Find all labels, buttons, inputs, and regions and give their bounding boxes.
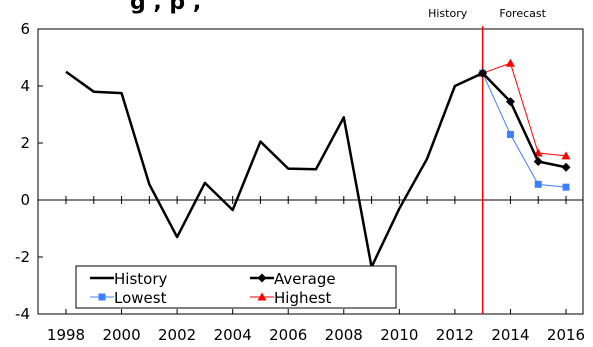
legend-items: History Average Lowest Highest bbox=[90, 270, 336, 307]
data-point-average bbox=[533, 157, 543, 167]
series-line-lowest bbox=[482, 72, 567, 188]
legend-item-lowest: Lowest bbox=[90, 289, 167, 307]
x-tick-label: 2008 bbox=[325, 326, 363, 344]
axes-group: -4 -2 0 2 4 6 1998 2000 2002 2004 2006 2008 2010 201… bbox=[15, 20, 585, 344]
x-tick-label: 2012 bbox=[436, 326, 474, 344]
x-tick-label: 2016 bbox=[547, 326, 585, 344]
legend-box bbox=[75, 265, 397, 309]
x-tick-label: 2002 bbox=[158, 326, 196, 344]
legend-label: Lowest bbox=[114, 289, 167, 307]
y-tick-label: 2 bbox=[20, 134, 30, 152]
y-tick-label: 4 bbox=[20, 77, 30, 95]
data-point-highest bbox=[505, 58, 515, 67]
plot-frame bbox=[37, 28, 584, 315]
x-ticks: 1998 2000 2002 2004 2006 2008 2010 2012 2014 2016 bbox=[47, 196, 585, 344]
series-line-history bbox=[65, 70, 484, 269]
y-tick-label: 0 bbox=[20, 191, 30, 209]
history-region-label: History bbox=[428, 7, 468, 20]
legend-item-average: Average bbox=[250, 270, 336, 288]
y-tick-label: -2 bbox=[15, 248, 30, 266]
data-point-lowest bbox=[506, 130, 514, 138]
y-ticks: -4 -2 0 2 4 6 bbox=[15, 20, 43, 323]
legend-swatch-marker bbox=[98, 293, 106, 301]
legend-label: History bbox=[114, 270, 167, 288]
x-tick-label: 2014 bbox=[491, 326, 529, 344]
x-tick-label: 1998 bbox=[47, 326, 85, 344]
legend: History Average Lowest Highest bbox=[75, 265, 397, 309]
x-tick-label: 2006 bbox=[269, 326, 307, 344]
legend-label: Average bbox=[274, 270, 336, 288]
legend-swatch-marker bbox=[257, 292, 267, 301]
data-point-average bbox=[478, 68, 488, 78]
x-tick-label: 2004 bbox=[214, 326, 252, 344]
x-tick-label: 2000 bbox=[102, 326, 140, 344]
series-line-average bbox=[481, 72, 567, 169]
y-tick-label: 6 bbox=[20, 20, 30, 38]
forecast-region-label: Forecast bbox=[499, 7, 546, 20]
series-average bbox=[478, 68, 571, 172]
series-history bbox=[65, 70, 484, 269]
legend-item-history: History bbox=[90, 270, 167, 288]
data-point-highest bbox=[561, 151, 571, 160]
y-tick-label: -4 bbox=[15, 305, 30, 323]
series-highest bbox=[478, 58, 571, 160]
data-point-average bbox=[561, 162, 571, 172]
data-point-average bbox=[505, 97, 515, 107]
series-layer bbox=[65, 58, 571, 269]
data-point-lowest bbox=[534, 180, 542, 188]
x-tick-label: 2010 bbox=[380, 326, 418, 344]
chart-title-fragment: g , p , bbox=[130, 0, 201, 15]
data-point-lowest bbox=[562, 183, 570, 191]
series-line-highest bbox=[482, 62, 567, 157]
legend-item-highest: Highest bbox=[250, 289, 332, 307]
legend-swatch-marker bbox=[257, 273, 267, 283]
legend-label: Highest bbox=[274, 289, 332, 307]
